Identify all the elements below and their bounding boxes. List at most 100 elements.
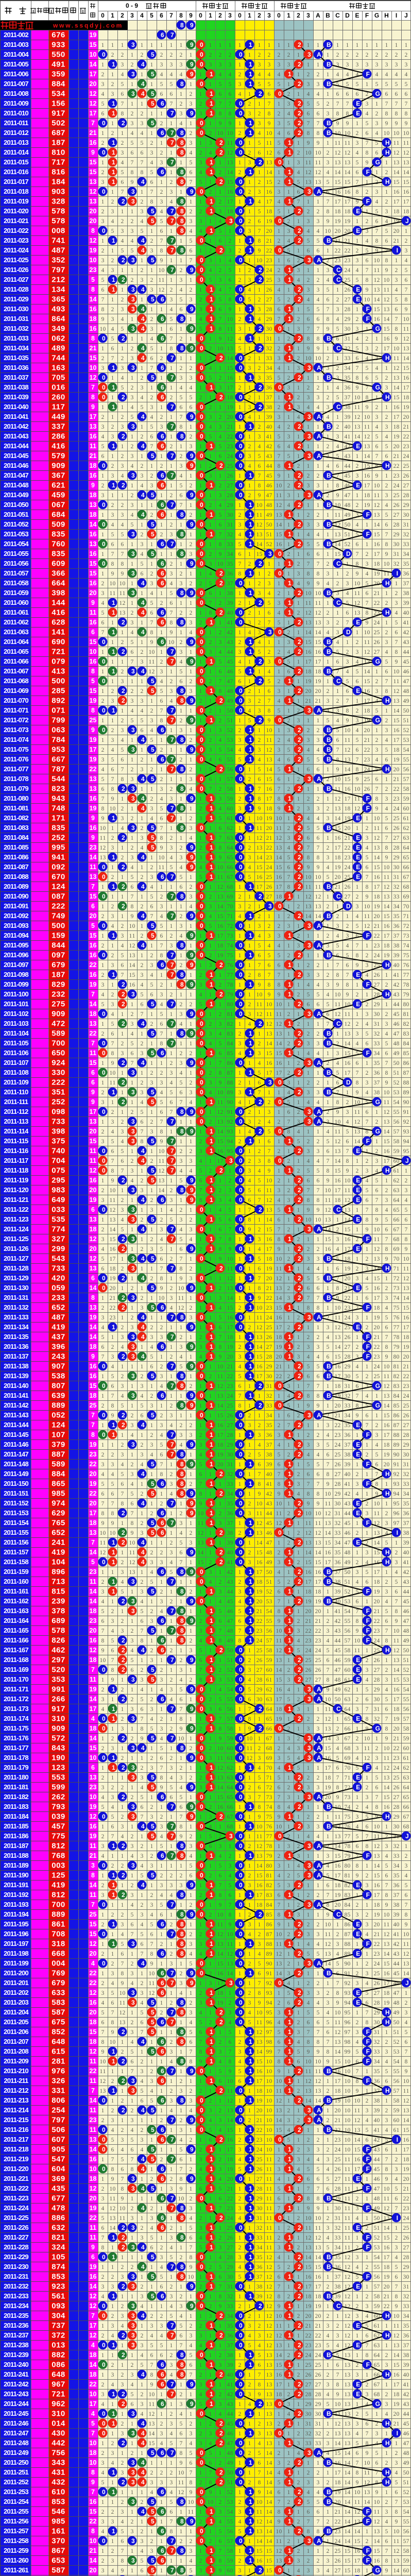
svg-text:14: 14 — [90, 61, 97, 68]
svg-text:003: 003 — [52, 1861, 65, 1870]
svg-text:2011-007: 2011-007 — [4, 80, 28, 88]
svg-text:144: 144 — [52, 598, 65, 607]
svg-text:2011-040: 2011-040 — [4, 403, 28, 411]
svg-text:22: 22 — [90, 1979, 97, 1987]
svg-text:2011-033: 2011-033 — [4, 334, 28, 342]
svg-text:2011-147: 2011-147 — [4, 1450, 28, 1458]
svg-text:20: 20 — [90, 2195, 97, 2202]
svg-text:187: 187 — [52, 138, 65, 147]
svg-text:039: 039 — [52, 1812, 65, 1821]
svg-text:2011-227: 2011-227 — [4, 2233, 28, 2241]
svg-text:2011-148: 2011-148 — [4, 1460, 28, 1468]
svg-text:107: 107 — [52, 1430, 65, 1439]
svg-text:599: 599 — [52, 1783, 65, 1791]
svg-text:2011-212: 2011-212 — [4, 2087, 28, 2094]
svg-text:9: 9 — [91, 815, 95, 822]
svg-text:351: 351 — [52, 1088, 65, 1096]
svg-text:2011-110: 2011-110 — [4, 1088, 28, 1096]
svg-text:768: 768 — [52, 1851, 65, 1860]
svg-text:853: 853 — [52, 2272, 65, 2281]
svg-text:717: 717 — [52, 158, 65, 166]
svg-text:15: 15 — [90, 354, 97, 362]
svg-text:2011-237: 2011-237 — [4, 2331, 28, 2339]
svg-text:4: 4 — [91, 1960, 95, 1967]
svg-text:7: 7 — [91, 1666, 95, 1673]
svg-text:266: 266 — [52, 1694, 65, 1703]
svg-text:812: 812 — [52, 1841, 65, 1850]
svg-text:15: 15 — [90, 1138, 97, 1145]
svg-text:18: 18 — [90, 1010, 97, 1018]
svg-text:2011-009: 2011-009 — [4, 99, 28, 107]
svg-text:243: 243 — [52, 1352, 65, 1361]
svg-text:15: 15 — [90, 41, 97, 48]
svg-text:8: 8 — [91, 707, 95, 714]
svg-text:765: 765 — [52, 1518, 65, 1527]
svg-text:2011-215: 2011-215 — [4, 2116, 28, 2124]
svg-text:212: 212 — [52, 275, 65, 284]
svg-text:807: 807 — [52, 1381, 65, 1390]
svg-text:13: 13 — [90, 198, 97, 205]
svg-text:991: 991 — [52, 1685, 65, 1693]
svg-text:2011-085: 2011-085 — [4, 843, 28, 851]
svg-text:7: 7 — [91, 384, 95, 391]
svg-text:17: 17 — [90, 1510, 97, 1517]
svg-text:9: 9 — [91, 599, 95, 606]
svg-text:943: 943 — [52, 794, 65, 803]
svg-text:2011-162: 2011-162 — [4, 1597, 28, 1605]
svg-text:2011-094: 2011-094 — [4, 931, 29, 939]
svg-text:2011-201: 2011-201 — [4, 1979, 28, 1987]
svg-text:13: 13 — [90, 1529, 97, 1536]
svg-text:5: 5 — [91, 1558, 95, 1566]
svg-text:2011-173: 2011-173 — [4, 1705, 28, 1713]
svg-text:285: 285 — [52, 686, 65, 695]
svg-text:2011-239: 2011-239 — [4, 2351, 28, 2359]
svg-text:2011-069: 2011-069 — [4, 687, 28, 694]
svg-text:10: 10 — [90, 2439, 97, 2447]
svg-text:161: 161 — [52, 2527, 65, 2535]
svg-text:2011-236: 2011-236 — [4, 2321, 28, 2329]
svg-text:2011-089: 2011-089 — [4, 883, 28, 890]
svg-text:583: 583 — [52, 1998, 65, 2007]
svg-text:650: 650 — [52, 1048, 65, 1057]
svg-text:2011-036: 2011-036 — [4, 364, 28, 371]
svg-text:2011-005: 2011-005 — [4, 60, 28, 68]
svg-text:909: 909 — [52, 1724, 65, 1733]
svg-text:3: 3 — [91, 1862, 95, 1869]
svg-text:067: 067 — [52, 500, 65, 509]
svg-text:2011-248: 2011-248 — [4, 2439, 28, 2447]
svg-text:546: 546 — [52, 2507, 65, 2516]
svg-text:2011-234: 2011-234 — [4, 2302, 29, 2310]
svg-text:2011-063: 2011-063 — [4, 628, 28, 636]
svg-text:457: 457 — [52, 1822, 65, 1831]
svg-text:2011-038: 2011-038 — [4, 383, 28, 391]
svg-text:2011-088: 2011-088 — [4, 873, 28, 880]
svg-text:953: 953 — [52, 745, 65, 754]
svg-text:2011-149: 2011-149 — [4, 1470, 28, 1478]
svg-text:23: 23 — [90, 2116, 97, 2124]
svg-text:2011-079: 2011-079 — [4, 785, 28, 792]
svg-text:297: 297 — [52, 1655, 65, 1664]
svg-text:553: 553 — [52, 1773, 65, 1782]
svg-text:17: 17 — [90, 2400, 97, 2408]
svg-text:15: 15 — [90, 2028, 97, 2036]
svg-text:2011-233: 2011-233 — [4, 2292, 28, 2300]
svg-text:882: 882 — [52, 2350, 65, 2359]
svg-text:679: 679 — [52, 960, 65, 969]
svg-text:684: 684 — [52, 510, 65, 519]
svg-text:815: 815 — [52, 1587, 65, 1596]
svg-text:967: 967 — [52, 2380, 65, 2388]
svg-text:23: 23 — [90, 1617, 97, 1624]
svg-text:23: 23 — [90, 844, 97, 851]
svg-text:413: 413 — [52, 667, 65, 675]
svg-text:628: 628 — [52, 618, 65, 626]
svg-text:18: 18 — [90, 2175, 97, 2182]
svg-text:2011-027: 2011-027 — [4, 276, 28, 283]
svg-text:2011-246: 2011-246 — [4, 2419, 28, 2427]
svg-text:2011-225: 2011-225 — [4, 2214, 28, 2222]
svg-text:756: 756 — [52, 2448, 65, 2457]
svg-text:478: 478 — [52, 2204, 65, 2212]
svg-text:572: 572 — [52, 1734, 65, 1742]
svg-text:15: 15 — [90, 638, 97, 646]
svg-text:124: 124 — [52, 1420, 65, 1429]
svg-text:550: 550 — [52, 50, 65, 59]
